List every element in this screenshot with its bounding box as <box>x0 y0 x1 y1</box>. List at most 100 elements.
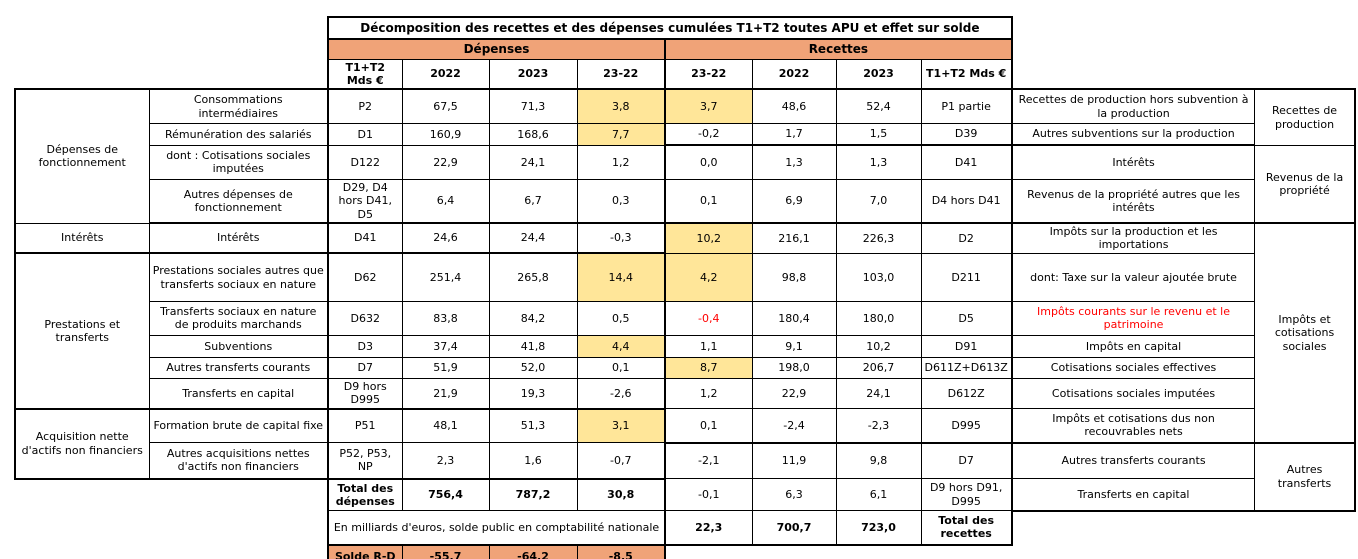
recettes-header: Recettes <box>664 38 1013 60</box>
rec-diff-cell: 3,7 <box>664 88 753 124</box>
spacer <box>1255 545 1355 559</box>
rec-col-unit: T1+T2 Mds € <box>920 58 1013 91</box>
solde-label: Solde R-D <box>327 543 403 559</box>
spacer <box>921 545 1012 559</box>
spacer <box>665 545 752 559</box>
code-cell: D122 <box>327 144 403 180</box>
right-group-cell: Impôts et cotisations sociales <box>1254 222 1356 444</box>
spacer <box>149 545 328 559</box>
dep-2022-cell: 24,6 <box>401 222 490 255</box>
dep-diff-cell: 3,8 <box>576 88 666 124</box>
rec-diff-cell: 10,2 <box>664 222 753 254</box>
rec-diff-cell: -0,1 <box>664 478 753 512</box>
spacer <box>15 545 149 559</box>
rec-2023-cell: 206,7 <box>835 356 922 379</box>
budget-table: Décomposition des recettes et des dépens… <box>14 16 1356 559</box>
left-label-cell: Prestations sociales autres que transfer… <box>148 252 329 302</box>
rec-2023-cell: 24,1 <box>835 377 922 410</box>
rec-code-cell: D41 <box>920 144 1013 180</box>
rec-label-cell: Intérêts <box>1011 144 1256 180</box>
dep-2023-cell: 787,2 <box>488 477 578 512</box>
left-group-cell: Prestations et transferts <box>14 252 150 410</box>
dep-2023-cell: 24,4 <box>488 222 578 255</box>
rec-2023-cell: 103,0 <box>835 252 922 302</box>
dep-col-unit: T1+T2 Mds € <box>327 58 403 91</box>
rec-2023-cell: 1,3 <box>835 144 922 180</box>
left-label-cell: Subventions <box>148 334 329 358</box>
spacer <box>1255 59 1355 89</box>
rec-code-cell: D9 hors D91, D995 <box>920 478 1013 512</box>
solde-2023-cell: -64,2 <box>488 543 578 559</box>
rec-label-cell: Impôts en capital <box>1011 334 1256 358</box>
spacer <box>1012 511 1255 545</box>
dep-diff-cell: 0,1 <box>576 356 666 379</box>
solde-2022-cell: -55,7 <box>401 543 490 559</box>
dep-col-2023: 2023 <box>488 58 578 91</box>
rec-col-2023: 2023 <box>835 58 922 91</box>
rec-label-cell: dont: Taxe sur la valeur ajoutée brute <box>1011 252 1256 302</box>
left-label-cell: Rémunération des salariés <box>148 122 329 146</box>
dep-2023-cell: 71,3 <box>488 88 578 124</box>
code-cell: D62 <box>327 252 403 302</box>
spacer <box>149 59 328 89</box>
rec-col-diff: 23-22 <box>664 58 753 91</box>
left-label-cell: dont : Cotisations sociales imputées <box>148 144 329 180</box>
rec-code-cell: D611Z+D613Z <box>920 356 1013 379</box>
code-cell: P52, P53, NP <box>327 442 403 480</box>
code-cell: D9 hors D995 <box>327 377 403 410</box>
rec-label-cell: Recettes de production hors subvention à… <box>1011 88 1256 124</box>
dep-col-2022: 2022 <box>401 58 490 91</box>
units-note: En milliards d'euros, solde public en co… <box>327 510 666 546</box>
rec-2022-cell: -2,4 <box>751 408 837 444</box>
dep-diff-cell: -0,3 <box>576 222 666 255</box>
rec-code-cell: D2 <box>920 222 1013 254</box>
rec-diff-cell: 1,2 <box>664 377 753 410</box>
spacer <box>15 17 149 39</box>
spacer <box>149 479 328 511</box>
rec-diff-cell: 0,0 <box>664 144 753 180</box>
spacer <box>1255 39 1355 59</box>
rec-2023-cell: -2,3 <box>835 408 922 444</box>
rec-code-cell: D612Z <box>920 377 1013 410</box>
dep-2022-cell: 22,9 <box>401 144 490 180</box>
dep-diff-cell: -2,6 <box>576 377 666 410</box>
spacer <box>15 511 149 545</box>
dep-2023-cell: 24,1 <box>488 144 578 180</box>
dep-diff-cell: 3,1 <box>576 408 666 444</box>
code-cell: D3 <box>327 334 403 358</box>
table-title: Décomposition des recettes et des dépens… <box>327 16 1013 40</box>
rec-diff-cell: 8,7 <box>664 356 753 379</box>
dep-2023-cell: 84,2 <box>488 300 578 336</box>
rec-2022-cell: 198,0 <box>751 356 837 379</box>
spacer <box>752 545 836 559</box>
right-group-cell: Revenus de la propriété <box>1254 144 1356 225</box>
dep-2023-cell: 41,8 <box>488 334 578 358</box>
left-group-cell: Dépenses de fonctionnement <box>14 88 150 224</box>
rec-2023-cell: 10,2 <box>835 334 922 358</box>
dep-2022-cell: 37,4 <box>401 334 490 358</box>
spacer <box>1255 17 1355 39</box>
rec-code-cell: P1 partie <box>920 88 1013 124</box>
left-label-cell: Transferts en capital <box>148 377 329 410</box>
spacer <box>15 39 149 59</box>
total-dep-label: Total des dépenses <box>327 477 403 512</box>
rec-2022-cell: 98,8 <box>751 252 837 302</box>
rec-diff-cell: 4,2 <box>664 252 753 302</box>
rec-label-cell: Cotisations sociales imputées <box>1011 377 1256 410</box>
rec-diff-cell: -0,2 <box>664 122 753 147</box>
dep-2023-cell: 51,3 <box>488 408 578 444</box>
dep-2022-cell: 6,4 <box>401 178 490 225</box>
rec-2023-cell: 52,4 <box>835 88 922 124</box>
rec-2022-cell: 9,1 <box>751 334 837 358</box>
left-label-cell: Formation brute de capital fixe <box>148 408 329 444</box>
spacer <box>1012 545 1255 559</box>
left-label-cell: Consommations intermédiaires <box>148 88 329 124</box>
dep-2023-cell: 52,0 <box>488 356 578 379</box>
dep-2023-cell: 1,6 <box>488 442 578 480</box>
rec-label-cell: Cotisations sociales effectives <box>1011 356 1256 379</box>
spacer <box>836 545 921 559</box>
rec-2023-cell: 180,0 <box>835 300 922 336</box>
dep-2023-cell: 19,3 <box>488 377 578 410</box>
rec-total-2023: 723,0 <box>835 510 922 546</box>
rec-2023-cell: 226,3 <box>835 222 922 254</box>
